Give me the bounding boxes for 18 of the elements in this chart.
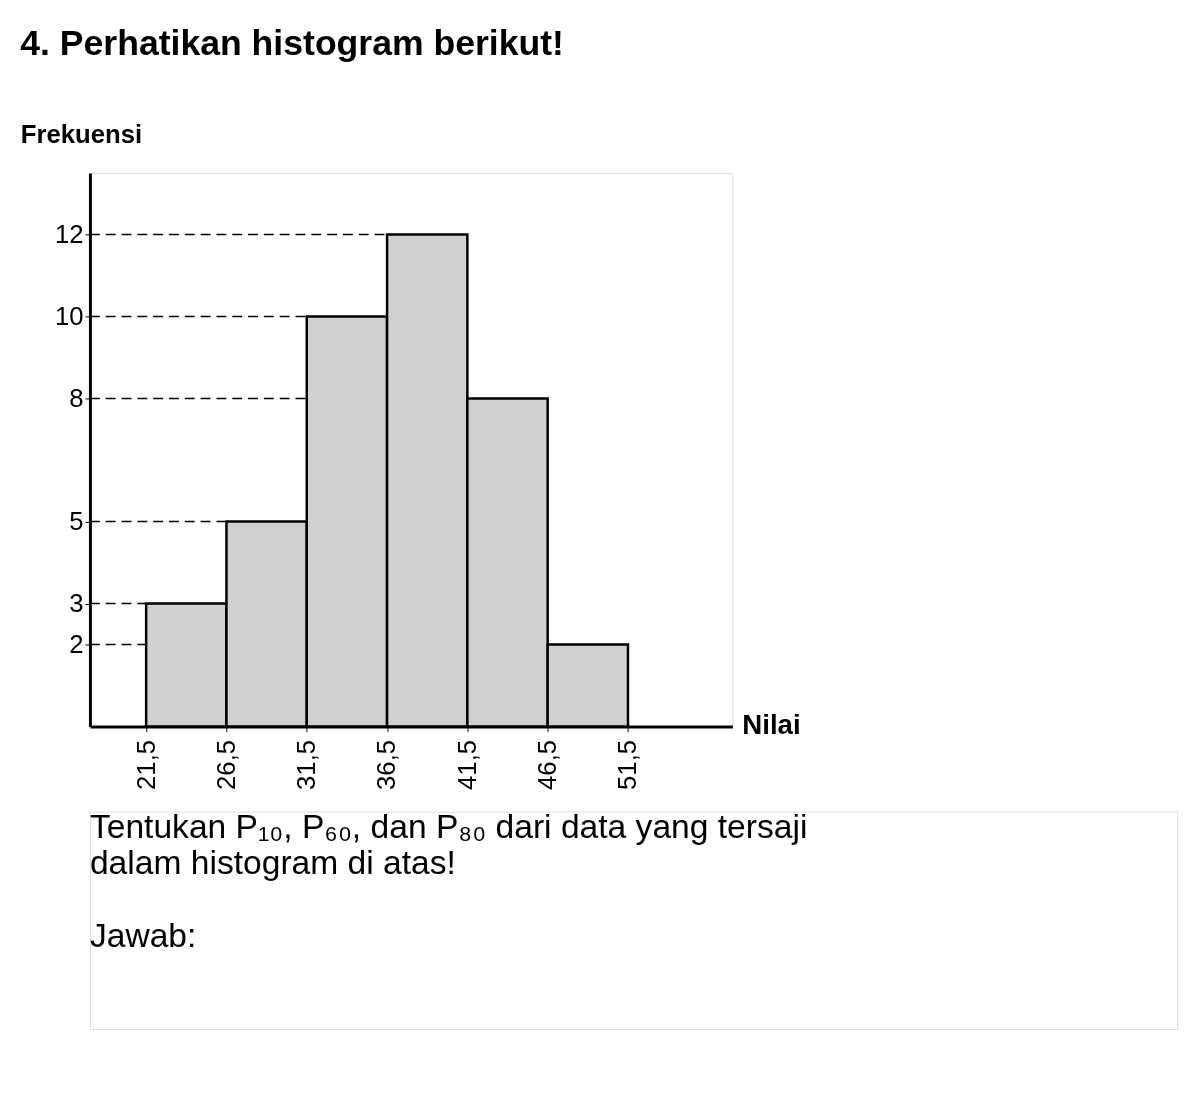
x-tick-label: 26,5 — [211, 739, 240, 790]
y-tick-label: 10 — [54, 301, 84, 330]
y-axis-title: Frekuensi — [20, 120, 143, 149]
text: Jawab: — [89, 916, 197, 954]
x-tick-label: 46,5 — [533, 739, 562, 790]
y-tick-label: 2 — [69, 629, 84, 658]
x-tick-label: 31,5 — [292, 739, 321, 790]
x-tick-label: 51,5 — [613, 739, 642, 790]
chart-title: 4. Perhatikan histogram berikut! — [20, 22, 564, 63]
y-tick-label: 8 — [69, 383, 84, 412]
text: Tentukan P₁₀, P₆₀, dan P₈₀ dari data yang tersaji dalam histogram di atas! — [89, 808, 808, 881]
x-tick-label: 36,5 — [372, 739, 401, 790]
y-tick-label: 3 — [69, 588, 84, 617]
x-axis-title: Nilai — [742, 709, 801, 741]
y-tick-label: 12 — [54, 219, 84, 248]
x-tick-label: 21,5 — [131, 739, 160, 790]
x-tick-label: 41,5 — [452, 739, 481, 790]
y-tick-label: 5 — [69, 506, 84, 535]
